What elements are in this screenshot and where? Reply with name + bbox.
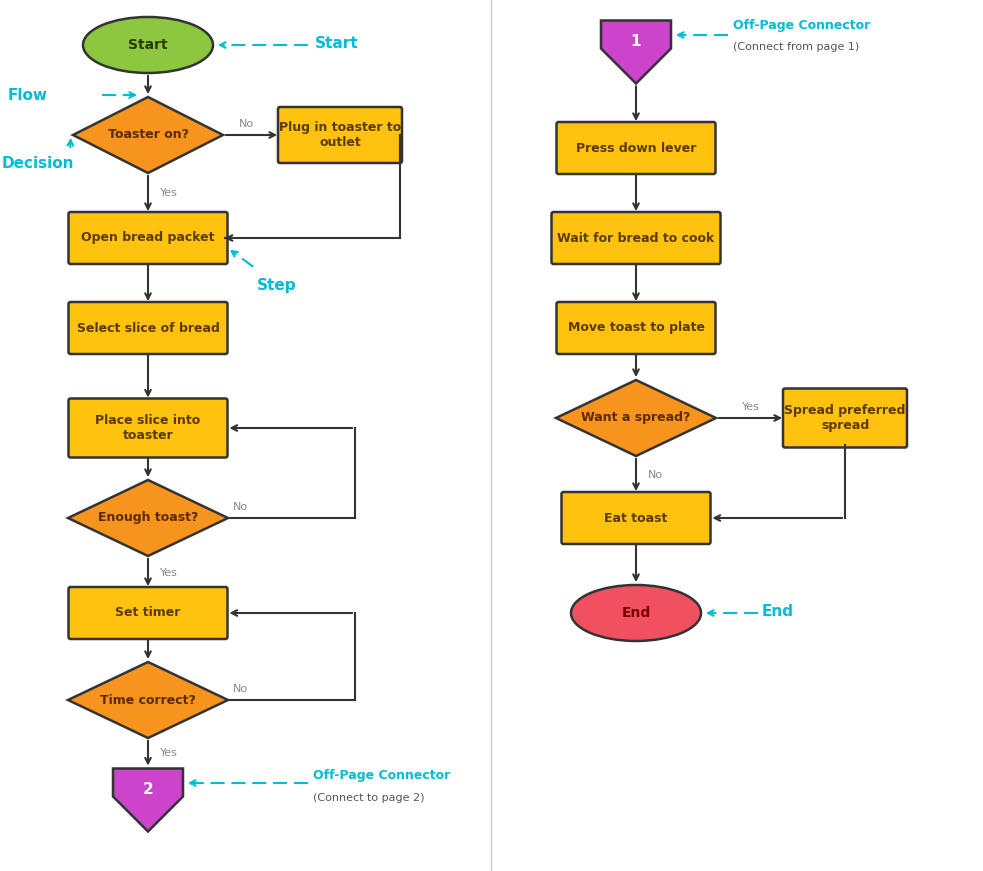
Polygon shape (113, 768, 183, 832)
Text: (Connect from page 1): (Connect from page 1) (733, 42, 859, 52)
Text: Yes: Yes (160, 748, 178, 759)
FancyBboxPatch shape (551, 212, 721, 264)
Text: 2: 2 (143, 782, 153, 797)
Text: Start: Start (128, 38, 168, 52)
FancyBboxPatch shape (69, 212, 227, 264)
Text: Spread preferred
spread: Spread preferred spread (784, 404, 905, 432)
FancyBboxPatch shape (783, 388, 907, 448)
FancyBboxPatch shape (556, 122, 716, 174)
FancyBboxPatch shape (561, 492, 711, 544)
Text: No: No (233, 502, 248, 512)
Text: Step: Step (257, 278, 297, 293)
FancyBboxPatch shape (69, 302, 227, 354)
FancyBboxPatch shape (556, 302, 716, 354)
Text: Select slice of bread: Select slice of bread (77, 321, 219, 334)
Text: Decision: Decision (2, 156, 75, 171)
Text: Off-Page Connector: Off-Page Connector (313, 768, 450, 781)
Text: Off-Page Connector: Off-Page Connector (733, 18, 870, 31)
Text: Enough toast?: Enough toast? (98, 511, 199, 524)
Text: End: End (762, 604, 794, 618)
Text: Wait for bread to cook: Wait for bread to cook (557, 232, 715, 245)
Text: No: No (233, 684, 248, 694)
Polygon shape (68, 662, 228, 738)
Polygon shape (601, 21, 671, 84)
Ellipse shape (83, 17, 213, 73)
Text: Place slice into
toaster: Place slice into toaster (95, 414, 201, 442)
Text: No: No (648, 470, 664, 480)
Text: Time correct?: Time correct? (100, 693, 196, 706)
Text: 1: 1 (631, 34, 641, 49)
Text: Yes: Yes (160, 188, 178, 199)
Text: Eat toast: Eat toast (605, 511, 667, 524)
Text: Yes: Yes (160, 568, 178, 577)
FancyBboxPatch shape (278, 107, 402, 163)
Polygon shape (68, 480, 228, 556)
Text: Open bread packet: Open bread packet (82, 232, 214, 245)
Polygon shape (73, 97, 223, 173)
FancyBboxPatch shape (69, 399, 227, 457)
Text: End: End (621, 606, 651, 620)
Text: No: No (239, 119, 254, 129)
Text: Move toast to plate: Move toast to plate (567, 321, 705, 334)
Text: Flow: Flow (8, 87, 48, 103)
Text: Toaster on?: Toaster on? (107, 129, 189, 141)
Polygon shape (556, 380, 716, 456)
FancyBboxPatch shape (69, 587, 227, 639)
Text: Yes: Yes (741, 402, 760, 412)
Text: Set timer: Set timer (115, 606, 181, 619)
Text: Start: Start (315, 36, 359, 51)
Text: (Connect to page 2): (Connect to page 2) (313, 793, 425, 803)
Text: Want a spread?: Want a spread? (581, 411, 691, 424)
Text: Press down lever: Press down lever (576, 141, 696, 154)
Text: Plug in toaster to
outlet: Plug in toaster to outlet (279, 121, 401, 149)
Ellipse shape (571, 585, 701, 641)
